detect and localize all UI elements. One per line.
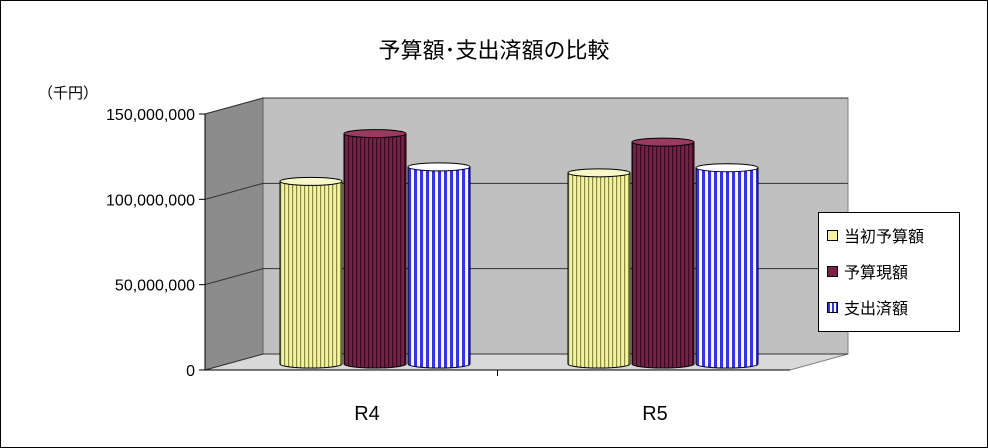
- plot-side-wall: [204, 97, 264, 371]
- bar-r4-series-2: [407, 162, 471, 369]
- legend-label-current-budget: 予算現額: [844, 263, 909, 282]
- bar-body-r5-series-0: [567, 172, 631, 369]
- y-tick-label: 150,000,000: [106, 107, 195, 124]
- legend-item-initial-budget: 当初予算額: [827, 223, 924, 247]
- gridline-side: [204, 97, 264, 115]
- bar-r4-series-1: [343, 129, 407, 369]
- legend-swatch-expenditure: [827, 301, 838, 313]
- bar-cap-r5-series-2: [695, 163, 759, 173]
- bar-cap-r4-series-2: [407, 162, 471, 172]
- x-tick-label-r5: R5: [642, 403, 668, 425]
- legend-swatch-current-budget: [827, 265, 838, 277]
- bar-cap-r4-series-1: [343, 129, 407, 139]
- bar-cap-r5-series-1: [631, 137, 695, 147]
- bar-body-r5-series-2: [695, 167, 759, 369]
- gridline-side: [204, 268, 264, 286]
- bar-body-r4-series-2: [407, 166, 471, 369]
- y-tick-label: 100,000,000: [106, 192, 195, 209]
- gridline-side: [204, 353, 264, 371]
- y-tick-label: 0: [186, 363, 195, 380]
- bar-body-r4-series-1: [343, 133, 407, 369]
- bar-body-r4-series-0: [279, 180, 343, 369]
- bar-r5-series-0: [567, 168, 631, 369]
- bar-cap-r4-series-0: [279, 176, 343, 186]
- bar-body-r5-series-1: [631, 141, 695, 369]
- bar-r5-series-2: [695, 163, 759, 369]
- y-axis-unit-label: （千円）: [38, 84, 99, 102]
- bar-cap-r5-series-0: [567, 168, 631, 178]
- x-tick-label-r4: R4: [354, 403, 380, 425]
- chart-legend: 当初予算額 予算現額 支出済額: [818, 212, 960, 332]
- legend-swatch-initial-budget: [827, 229, 838, 241]
- legend-label-initial-budget: 当初予算額: [844, 227, 925, 246]
- legend-label-expenditure: 支出済額: [844, 299, 909, 318]
- legend-item-expenditure: 支出済額: [827, 295, 908, 319]
- gridline-side: [204, 182, 264, 200]
- chart-title: 予算額･支出済額の比較: [378, 39, 610, 64]
- bar-r4-series-0: [279, 176, 343, 369]
- bar-r5-series-1: [631, 137, 695, 369]
- legend-item-current-budget: 予算現額: [827, 259, 908, 283]
- y-tick-label: 50,000,000: [115, 278, 195, 295]
